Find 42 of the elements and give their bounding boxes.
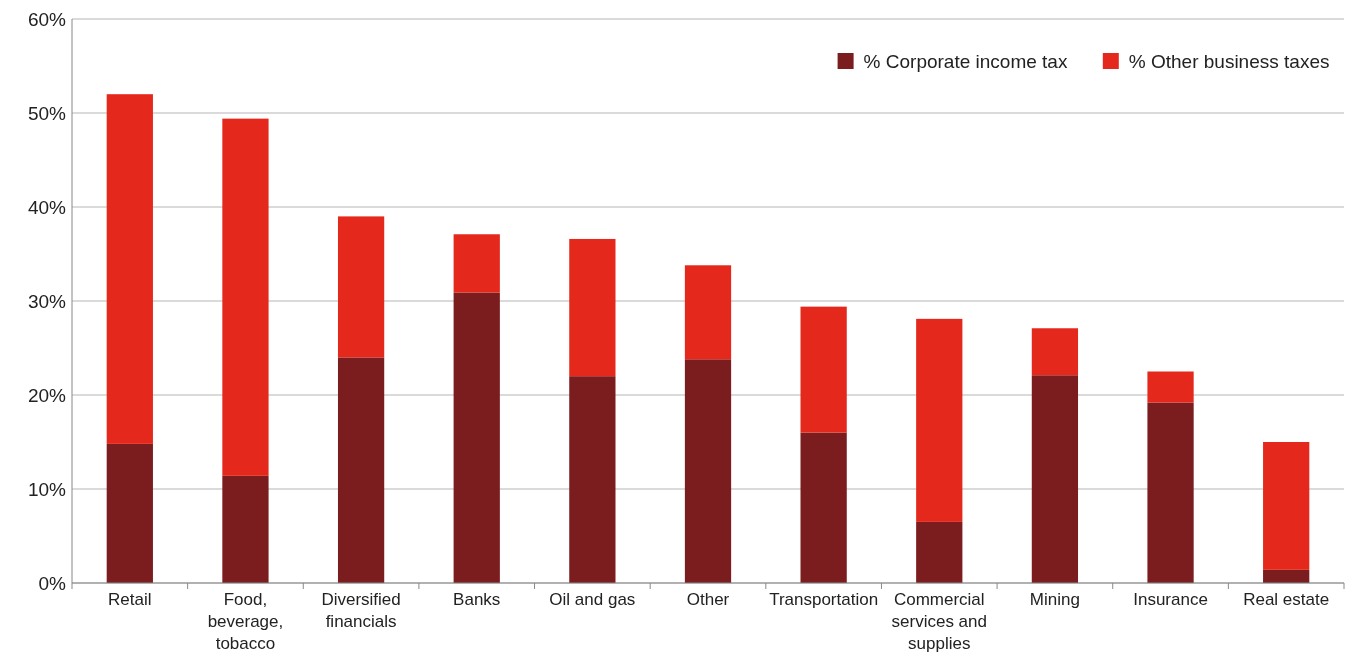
x-tick-label: Food, beverage, tobacco bbox=[207, 590, 284, 653]
y-tick-label: 50% bbox=[27, 102, 67, 124]
x-tick-label: Diversified financials bbox=[321, 590, 401, 631]
x-tick-label: Banks bbox=[453, 590, 501, 609]
x-tick-label: Other bbox=[686, 590, 730, 609]
bar bbox=[222, 118, 269, 476]
y-tick-label: 20% bbox=[27, 384, 67, 406]
legend-label: % Other business taxes bbox=[1128, 50, 1330, 72]
x-tick-label: Insurance bbox=[1133, 590, 1208, 609]
x-tick-label: Transportation bbox=[769, 590, 879, 609]
bar bbox=[1147, 371, 1194, 403]
x-tick-label: Oil and gas bbox=[549, 590, 636, 609]
bar bbox=[684, 359, 732, 583]
bar bbox=[569, 238, 616, 377]
bar bbox=[800, 432, 847, 583]
bar bbox=[453, 292, 500, 583]
bar bbox=[106, 443, 153, 583]
bar bbox=[916, 318, 963, 522]
bar bbox=[1263, 442, 1310, 570]
bar bbox=[453, 234, 500, 293]
bar bbox=[337, 216, 385, 358]
bar bbox=[800, 306, 847, 433]
bar bbox=[684, 265, 732, 360]
x-tick-label: Mining bbox=[1029, 590, 1080, 609]
bar bbox=[916, 521, 963, 583]
y-tick-label: 0% bbox=[38, 572, 67, 594]
bar bbox=[222, 475, 269, 583]
y-tick-label: 30% bbox=[27, 290, 67, 312]
bar bbox=[1147, 402, 1194, 583]
bar bbox=[337, 357, 385, 583]
bar bbox=[569, 376, 616, 583]
x-tick-label: Commercial services and supplies bbox=[891, 590, 987, 653]
x-tick-label: Real estate bbox=[1243, 590, 1330, 609]
x-tick-label: Retail bbox=[108, 590, 152, 609]
legend-label: % Corporate income tax bbox=[863, 50, 1068, 72]
bar bbox=[1263, 569, 1310, 583]
bar bbox=[106, 94, 153, 444]
y-tick-label: 60% bbox=[27, 8, 67, 30]
bar bbox=[1031, 328, 1079, 376]
y-tick-label: 40% bbox=[27, 196, 67, 218]
bar bbox=[1031, 375, 1079, 583]
y-tick-label: 10% bbox=[27, 478, 67, 500]
